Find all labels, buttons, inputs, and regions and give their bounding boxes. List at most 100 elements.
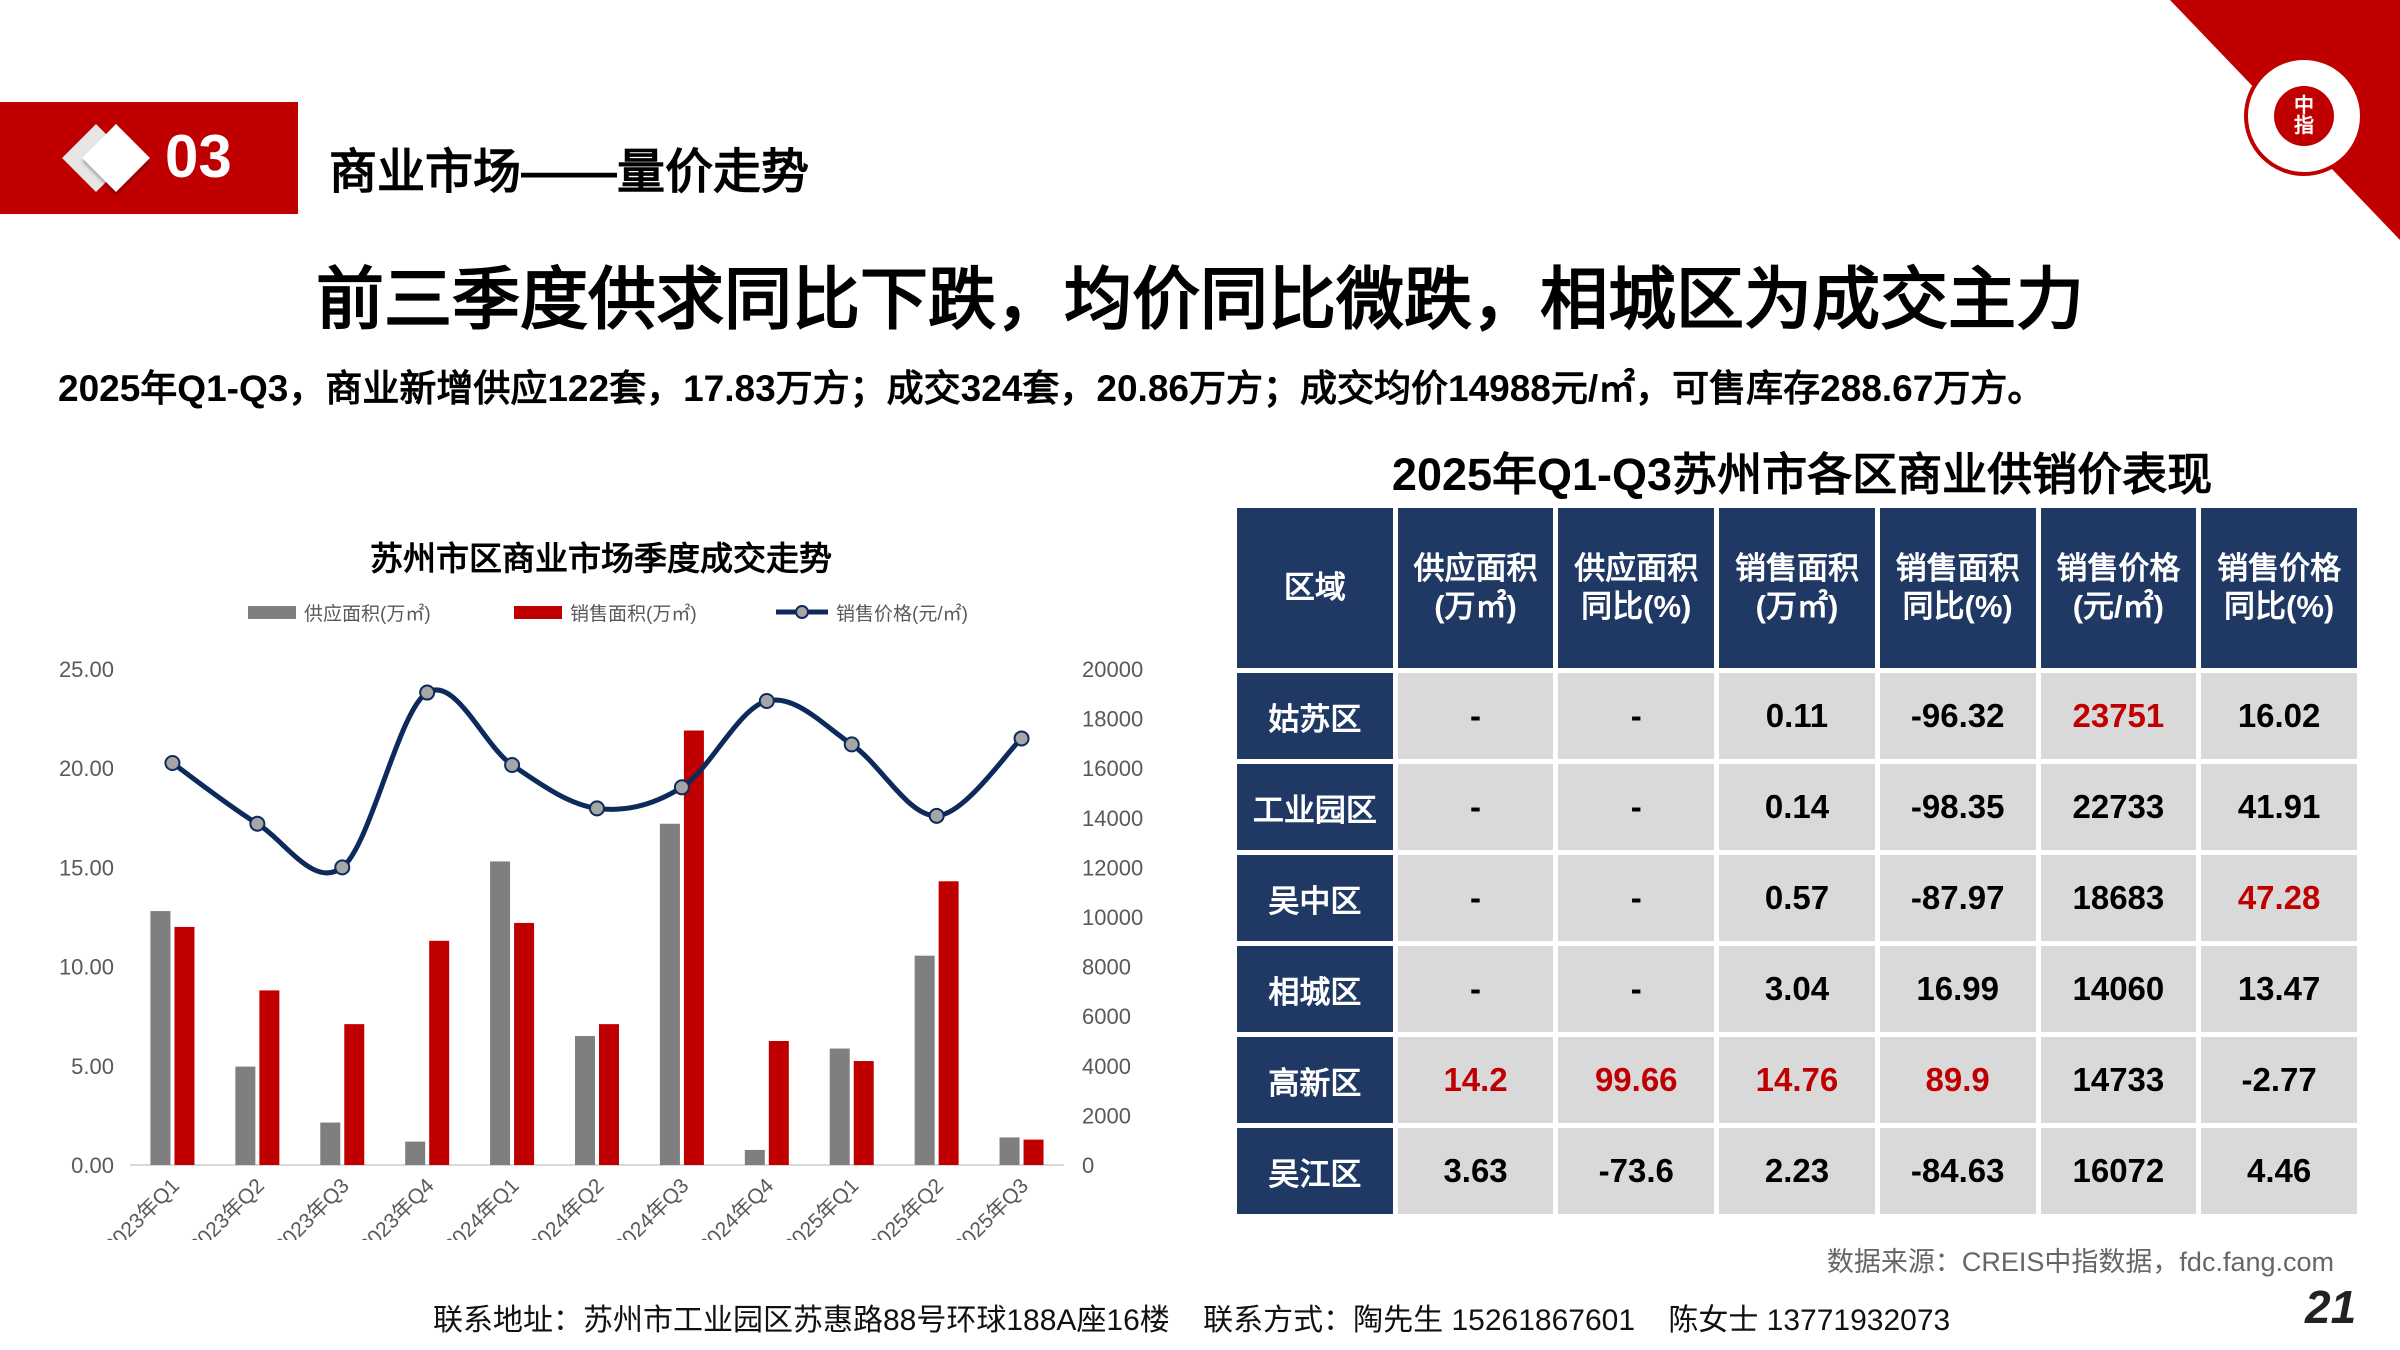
- sales-bar: [1023, 1139, 1044, 1165]
- y-right-tick-label: 4000: [1082, 1054, 1131, 1079]
- x-tick-label: 2025年Q1: [779, 1174, 863, 1240]
- table-cell: 4.46: [2201, 1128, 2357, 1214]
- chart-title: 苏州市区商业市场季度成交走势: [370, 540, 832, 577]
- supply-bar: [150, 911, 171, 1165]
- price-line: [170, 687, 1024, 876]
- y-left-tick-label: 5.00: [71, 1054, 114, 1079]
- district-name: 高新区: [1237, 1037, 1393, 1123]
- table-row: 工业园区 - -0.14 -98.35 22733 41.91: [1237, 764, 2357, 850]
- table-cell: 13.47: [2201, 946, 2357, 1032]
- y-right-tick-label: 14000: [1082, 806, 1143, 831]
- price-point: [419, 684, 436, 701]
- legend-label: 供应面积(万㎡): [304, 602, 431, 625]
- legend-marker: [795, 605, 809, 619]
- supply-bar: [914, 955, 935, 1165]
- table-row: 吴江区 3.63 -73.6 2.23 -84.63 16072 4.46: [1237, 1128, 2357, 1214]
- table-cell: -: [1558, 855, 1715, 941]
- y-left-tick-label: 15.00: [59, 855, 114, 880]
- table-cell: 22733: [2040, 764, 2197, 850]
- y-right-tick-label: 0: [1082, 1153, 1094, 1178]
- legend-swatch: [514, 606, 562, 619]
- sales-bar: [174, 926, 195, 1165]
- sales-bar: [599, 1024, 619, 1165]
- y-left-tick-label: 25.00: [59, 657, 114, 682]
- district-name: 相城区: [1237, 946, 1393, 1032]
- price-point: [249, 815, 266, 832]
- section-number: 03: [165, 123, 232, 190]
- table-cell: 3.63: [1397, 1128, 1554, 1214]
- y-right-tick-label: 6000: [1082, 1004, 1131, 1029]
- y-left-tick-label: 0.00: [71, 1153, 114, 1178]
- table-cell: -96.32: [1879, 673, 2036, 759]
- table-cell: 89.9: [1879, 1037, 2036, 1123]
- supply-bar: [829, 1048, 850, 1165]
- sales-bar: [514, 922, 535, 1165]
- table-cell: 14733: [2040, 1037, 2197, 1123]
- table-cell: 14060: [2040, 946, 2197, 1032]
- table-cell: -2.77: [2201, 1037, 2357, 1123]
- y-right-tick-label: 12000: [1082, 855, 1143, 880]
- district-name: 吴中区: [1237, 855, 1393, 941]
- logo-mark: 中指: [2274, 86, 2334, 146]
- column-header: 区域: [1237, 508, 1393, 668]
- table-cell: -: [1397, 673, 1554, 759]
- supply-bar: [744, 1149, 765, 1165]
- headline: 前三季度供求同比下跌，均价同比微跌，相城区为成交主力: [315, 262, 2084, 338]
- x-tick-label: 2025年Q3: [949, 1174, 1033, 1240]
- x-tick-label: 2023年Q3: [270, 1174, 354, 1240]
- table-cell: 41.91: [2201, 764, 2357, 850]
- sales-bar: [429, 940, 450, 1165]
- price-point: [673, 779, 690, 796]
- table-cell: 0.57: [1719, 855, 1875, 941]
- sales-bar: [853, 1061, 874, 1165]
- y-right-tick-label: 16000: [1082, 756, 1143, 781]
- y-right-tick-label: 18000: [1082, 707, 1143, 732]
- y-right-tick-label: 8000: [1082, 955, 1131, 980]
- china-index-academy-logo: 中指: [2244, 56, 2364, 176]
- price-point: [928, 807, 945, 824]
- price-point: [589, 800, 605, 817]
- district-name: 姑苏区: [1237, 673, 1393, 759]
- x-tick-label: 2024年Q2: [525, 1174, 609, 1240]
- table-cell: -: [1397, 855, 1554, 941]
- supply-bar: [575, 1036, 595, 1165]
- column-header: 销售价格 (元/㎡): [2040, 508, 2197, 668]
- price-point: [1013, 730, 1030, 747]
- table-cell: 16.99: [1879, 946, 2036, 1032]
- sales-bar: [259, 990, 280, 1165]
- section-title: 商业市场——量价走势: [329, 146, 810, 199]
- table-row: 高新区 14.2 99.66 14.76 89.9 14733 -2.77: [1237, 1037, 2357, 1123]
- sales-bar: [768, 1041, 789, 1165]
- table-row: 相城区 - -3.04 16.99 14060 13.47: [1237, 946, 2357, 1032]
- x-tick-label: 2024年Q3: [609, 1174, 693, 1240]
- footer-contact: 联系地址：苏州市工业园区苏惠路88号环球188A座16楼 联系方式：陶先生 15…: [433, 1304, 1951, 1337]
- table-row: 吴中区 - -0.57 -87.97 18683 47.28: [1237, 855, 2357, 941]
- y-left-tick-label: 10.00: [59, 955, 114, 980]
- table-cell: -: [1558, 946, 1715, 1032]
- table-cell: -98.35: [1879, 764, 2036, 850]
- column-header: 供应面积 同比(%): [1558, 508, 1715, 668]
- table-cell: 16072: [2040, 1128, 2197, 1214]
- table-row: 姑苏区 - -0.11 -96.32 23751 16.02: [1237, 673, 2357, 759]
- table-cell: 47.28: [2201, 855, 2357, 941]
- supply-bar: [320, 1122, 341, 1165]
- district-name: 工业园区: [1237, 764, 1393, 850]
- column-header: 销售面积 (万㎡): [1719, 508, 1875, 668]
- table-cell: -87.97: [1879, 855, 2036, 941]
- page-number: 21: [2305, 1281, 2357, 1333]
- price-point: [334, 859, 351, 876]
- table-cell: 2.23: [1719, 1128, 1875, 1214]
- table-cell: 0.14: [1719, 764, 1875, 850]
- district-table: 区域 供应面积 (万㎡) 供应面积 同比(%) 销售面积 (万㎡) 销售面积 同比(%)…: [1232, 503, 2362, 1219]
- table-cell: 3.04: [1719, 946, 1875, 1032]
- table-cell: -: [1397, 946, 1554, 1032]
- x-tick-label: 2023年Q1: [100, 1174, 184, 1240]
- district-name: 吴江区: [1237, 1128, 1393, 1214]
- x-tick-label: 2024年Q1: [440, 1174, 524, 1240]
- data-source: 数据来源：CREIS中指数据，fdc.fang.com: [1826, 1247, 2334, 1277]
- supply-bar: [490, 861, 511, 1165]
- price-point: [504, 756, 521, 773]
- supply-bar: [999, 1137, 1020, 1165]
- column-header: 供应面积 (万㎡): [1397, 508, 1554, 668]
